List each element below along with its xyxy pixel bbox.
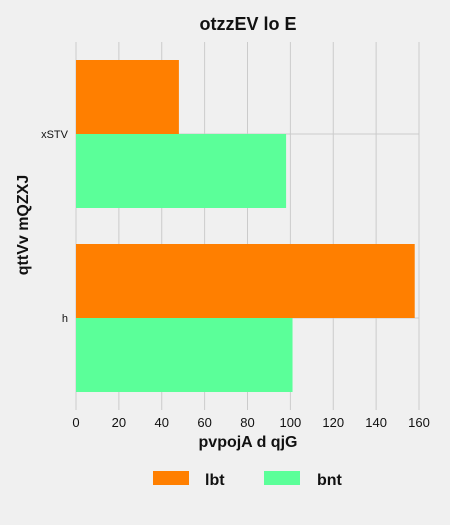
x-tick-label: 120: [322, 415, 344, 430]
bar-bnt-xSTV: [76, 134, 287, 208]
bars: [76, 60, 415, 392]
x-tick-label: 160: [408, 415, 430, 430]
x-axis-label: pvpojA d qjG: [199, 434, 298, 451]
y-tick-label: h: [62, 313, 68, 325]
y-axis-label: qttVv mQZXJ: [15, 175, 32, 275]
x-tick-label: 80: [240, 415, 254, 430]
chart-title: otzzEV lo E: [199, 14, 296, 34]
x-tick-label: 100: [280, 415, 302, 430]
x-tick-label: 40: [155, 415, 169, 430]
x-tick-label: 140: [365, 415, 387, 430]
legend: lbt bnt: [153, 471, 343, 489]
bar-bnt-h: [76, 318, 293, 392]
x-tick-label: 0: [72, 415, 79, 430]
legend-swatch-lbt: [153, 471, 189, 485]
tick-labels: 0 20 40 60 80 100 120 140 160 xSTV h: [41, 129, 430, 430]
bar-lbt-h: [76, 244, 415, 318]
legend-swatch-bnt: [264, 471, 300, 485]
x-tick-label: 60: [197, 415, 211, 430]
legend-label-bnt: bnt: [317, 472, 343, 489]
x-tick-label: 20: [112, 415, 126, 430]
y-tick-label: xSTV: [41, 129, 69, 141]
legend-label-lbt: lbt: [205, 472, 225, 489]
bar-lbt-xSTV: [76, 60, 179, 134]
